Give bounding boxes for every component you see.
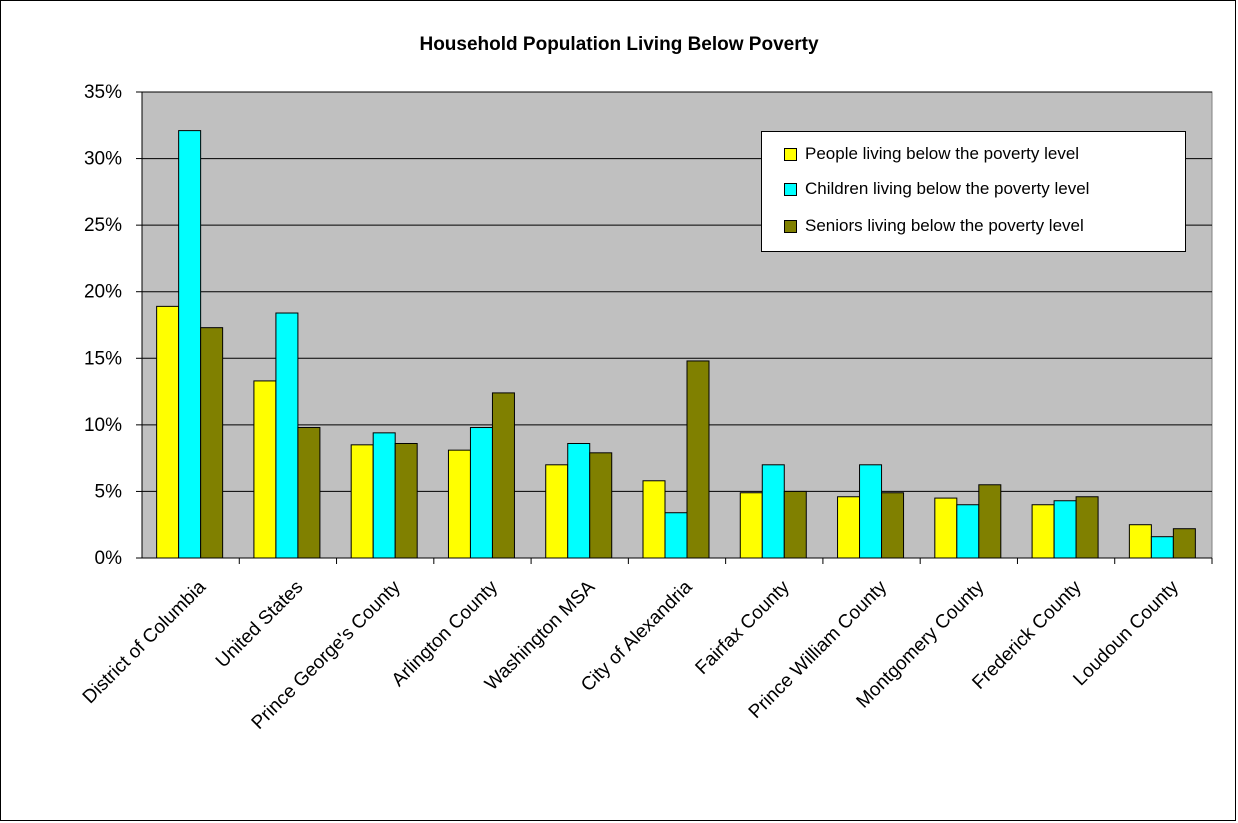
bar	[859, 464, 883, 559]
bar	[156, 305, 180, 559]
bar	[978, 484, 1002, 559]
bar	[642, 480, 666, 559]
chart-legend: People living below the poverty level Ch…	[761, 131, 1186, 252]
bar	[1128, 524, 1152, 559]
legend-label-seniors: Seniors living below the poverty level	[805, 216, 1084, 235]
legend-item-children: Children living below the poverty level	[784, 178, 1089, 200]
x-tick-label: Arlington County	[388, 576, 503, 691]
y-tick-label: 5%	[95, 481, 123, 502]
bar	[200, 327, 224, 559]
bar	[275, 312, 299, 559]
bar	[837, 496, 861, 559]
bar	[739, 492, 763, 559]
legend-swatch-seniors	[784, 219, 797, 233]
bar	[1075, 496, 1099, 559]
y-tick-label: 15%	[84, 348, 122, 369]
legend-item-seniors: Seniors living below the poverty level	[784, 215, 1084, 237]
bar	[686, 360, 710, 559]
y-tick-label: 30%	[84, 149, 122, 170]
bar	[1031, 504, 1055, 559]
x-tick-label: Loudoun County	[1069, 576, 1183, 690]
bar	[253, 380, 277, 559]
bar	[545, 464, 569, 559]
x-tick-label: United States	[212, 577, 308, 673]
legend-swatch-people	[784, 147, 797, 161]
x-tick-label: Frederick County	[968, 576, 1085, 693]
bar	[567, 442, 591, 559]
y-tick-label: 10%	[84, 415, 122, 436]
bar	[372, 432, 396, 559]
bar	[394, 442, 418, 559]
x-tick-label: Fairfax County	[692, 576, 795, 679]
bar	[934, 497, 958, 559]
legend-label-people: People living below the poverty level	[805, 144, 1080, 163]
y-tick-label: 0%	[95, 548, 123, 569]
bar	[1150, 536, 1174, 559]
bar	[761, 464, 785, 559]
y-tick-label: 20%	[84, 282, 122, 303]
legend-item-people: People living below the poverty level	[784, 143, 1079, 165]
legend-swatch-children	[784, 182, 797, 196]
bar	[447, 449, 471, 559]
bar	[297, 427, 321, 559]
chart-title: Household Population Living Below Povert…	[419, 34, 819, 55]
bar	[1172, 528, 1196, 559]
bar	[589, 452, 613, 559]
bar	[178, 130, 202, 559]
bar	[469, 427, 493, 559]
x-tick-label: District of Columbia	[79, 576, 211, 708]
bar	[664, 512, 688, 559]
y-tick-label: 25%	[84, 215, 122, 236]
legend-label-children: Children living below the poverty level	[805, 179, 1090, 198]
bar	[881, 492, 905, 559]
bar	[350, 444, 374, 559]
y-tick-label: 35%	[84, 82, 122, 103]
bar	[956, 504, 980, 559]
bar	[783, 490, 807, 559]
bar	[1053, 500, 1077, 559]
bar	[491, 392, 515, 559]
